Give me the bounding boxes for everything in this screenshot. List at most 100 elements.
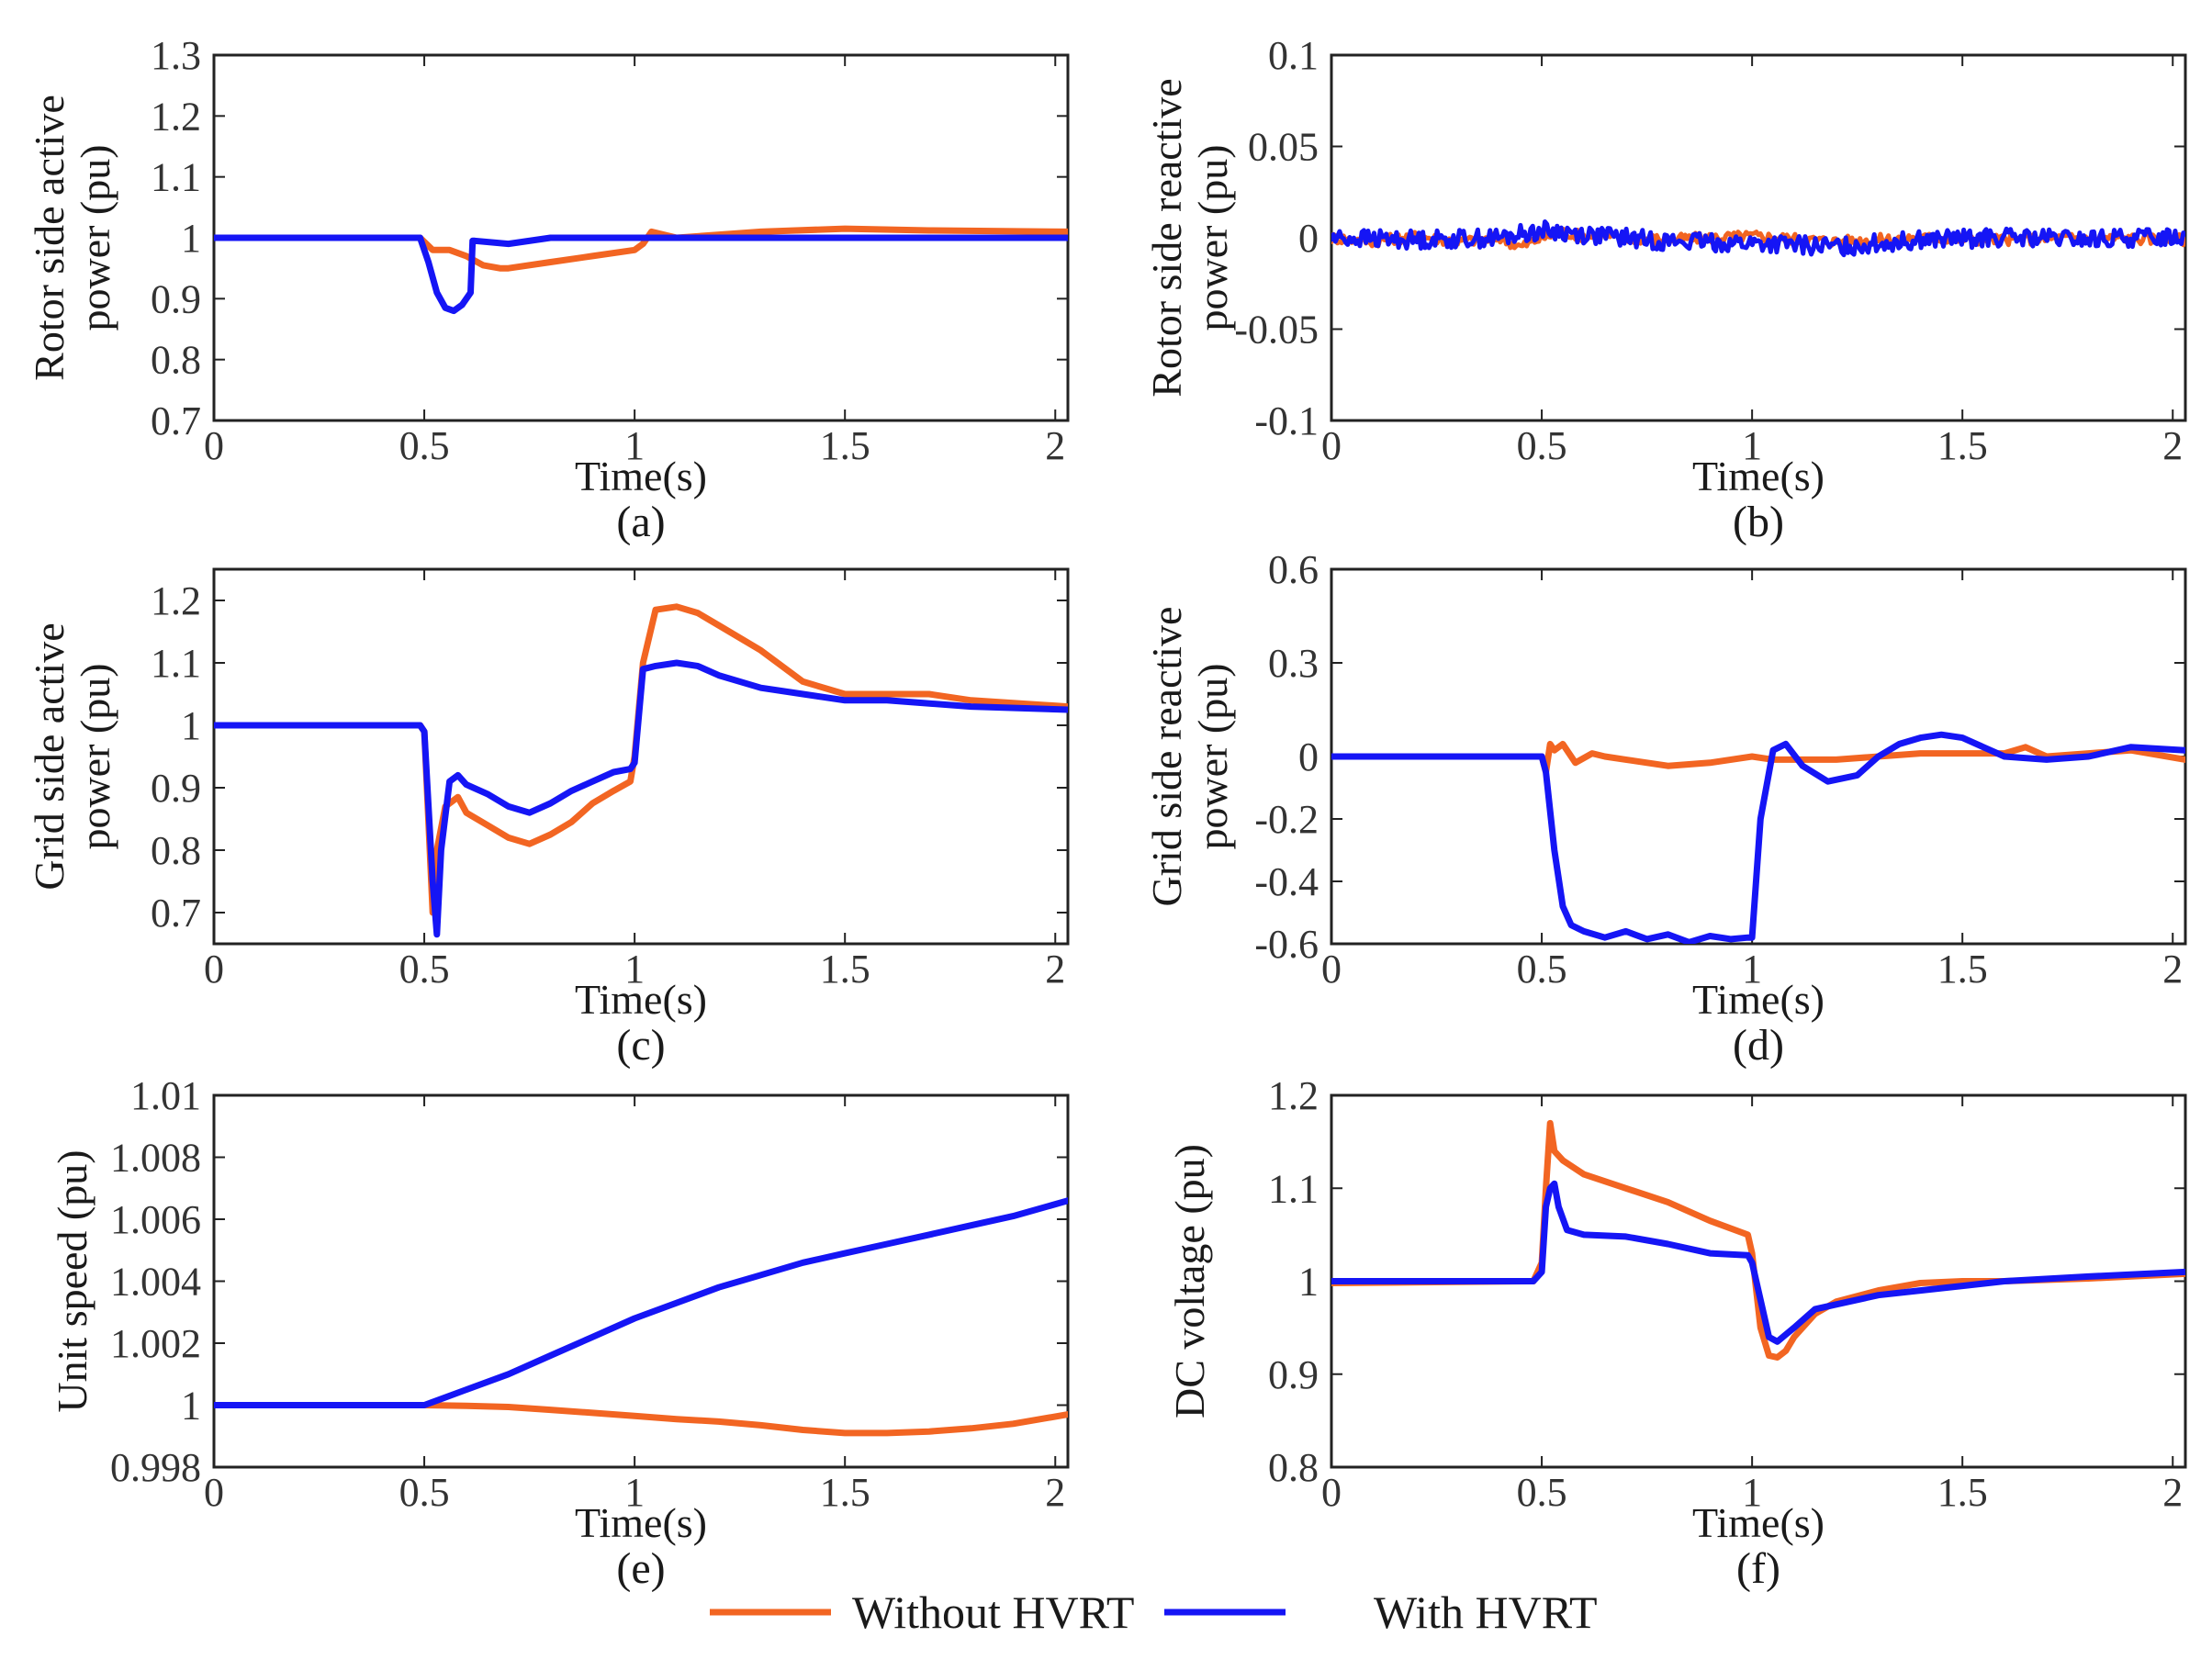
y-tick-label: 0.8 <box>151 338 201 383</box>
y-tick-label: 0.9 <box>151 766 201 811</box>
y-tick-label: -0.05 <box>1234 308 1319 353</box>
y-tick-label: 1.008 <box>110 1136 201 1181</box>
x-tick-label: 1 <box>624 1470 645 1515</box>
x-tick-label: 0.5 <box>1517 423 1567 468</box>
y-tick-label: 1 <box>181 216 201 261</box>
x-tick-label: 1 <box>624 947 645 992</box>
y-axis-label: power (pu) <box>72 144 118 331</box>
y-tick-label: 0.9 <box>1268 1352 1319 1397</box>
panel-a: 0 0.5 1 1.5 2 0.7 0.8 0.9 1 1.1 1.2 1.3 Time(s)(a) Ro… <box>26 33 1070 546</box>
y-tick-label: 1 <box>181 703 201 748</box>
x-tick-label: 0 <box>1321 423 1342 468</box>
y-tick-label: 1.006 <box>110 1197 201 1242</box>
y-tick-label: 1.3 <box>151 33 201 78</box>
y-tick-label: 1.01 <box>130 1073 201 1118</box>
panel-f: 0 0.5 1 1.5 2 0.8 0.9 1 1.1 1.2 Time(s)(f) DC volta… <box>1166 1073 2187 1593</box>
y-axis-label: power (pu) <box>1189 144 1236 331</box>
series-line-without-hvrt <box>214 225 1068 272</box>
y-axis-label: Rotor side active <box>26 95 73 381</box>
series-line-with-hvrt <box>214 1197 1068 1408</box>
x-axis-label: Time(s) <box>575 453 707 499</box>
x-tick-label: 1.5 <box>820 1470 870 1515</box>
panel-caption: (a) <box>616 498 665 546</box>
x-tick-label: 1.5 <box>1937 1470 1988 1515</box>
plot-frame-e <box>212 1093 1070 1469</box>
series-line-without-hvrt <box>1331 1119 2185 1361</box>
y-tick-label: 0.7 <box>151 398 201 443</box>
panel-caption: (c) <box>616 1021 665 1070</box>
x-tick-label: 0 <box>1321 1470 1342 1515</box>
x-tick-label: 2 <box>1045 947 1065 992</box>
y-tick-label: 0.8 <box>1268 1445 1319 1490</box>
y-tick-label: 0 <box>1298 734 1319 779</box>
y-axis-label: power (pu) <box>1189 663 1236 849</box>
y-tick-label: 0.9 <box>151 276 201 321</box>
panel-b: 0 0.5 1 1.5 2 -0.1 -0.05 0 0.05 0.1 Time(s)(b) Roto… <box>1143 33 2187 546</box>
y-tick-label: 1.2 <box>151 578 201 623</box>
x-tick-label: 2 <box>2162 1470 2183 1515</box>
panel-caption: (b) <box>1733 498 1784 546</box>
x-tick-label: 0.5 <box>1517 1470 1567 1515</box>
y-axis-label: power (pu) <box>72 663 118 849</box>
x-tick-label: 1 <box>1742 1470 1762 1515</box>
series-line-without-hvrt <box>1331 740 2185 776</box>
y-tick-label: 0.998 <box>110 1445 201 1490</box>
y-axis-label: Grid side reactive <box>1143 607 1190 907</box>
series-line-with-hvrt <box>1331 1180 2185 1345</box>
x-tick-label: 0.5 <box>399 947 450 992</box>
x-tick-label: 1.5 <box>1937 947 1988 992</box>
y-tick-label: -0.6 <box>1254 922 1319 967</box>
x-tick-label: 0.5 <box>1517 947 1567 992</box>
x-tick-label: 1 <box>1742 423 1762 468</box>
legend: Without HVRT With HVRT <box>710 1586 1598 1638</box>
legend-with-label: With HVRT <box>1374 1586 1598 1638</box>
x-tick-label: 1.5 <box>820 423 870 468</box>
y-axis-label: Rotor side reactive <box>1143 78 1190 397</box>
y-tick-label: 1.1 <box>1268 1166 1319 1211</box>
y-tick-label: 0.7 <box>151 891 201 936</box>
x-axis-label: Time(s) <box>1692 453 1825 499</box>
x-tick-label: 0 <box>204 1470 224 1515</box>
y-tick-label: -0.2 <box>1254 797 1319 842</box>
y-axis-label: DC voltage (pu) <box>1166 1144 1213 1418</box>
plot-frame-c <box>212 567 1070 946</box>
series-line-with-hvrt <box>214 234 1068 315</box>
series-line-without-hvrt <box>214 1402 1068 1437</box>
x-tick-label: 2 <box>1045 1470 1065 1515</box>
y-tick-label: -0.4 <box>1254 859 1319 904</box>
series-line-with-hvrt <box>214 659 1068 938</box>
y-tick-label: 1.2 <box>1268 1073 1319 1118</box>
y-tick-label: 0.3 <box>1268 641 1319 686</box>
x-tick-label: 0.5 <box>399 1470 450 1515</box>
y-tick-label: 1.004 <box>110 1260 201 1305</box>
series-line-with-hvrt <box>1331 731 2185 944</box>
y-tick-label: 0.6 <box>1268 547 1319 592</box>
y-tick-label: 1 <box>181 1384 201 1429</box>
panel-caption: (f) <box>1736 1544 1780 1593</box>
y-tick-label: 0.8 <box>151 828 201 873</box>
y-tick-label: 1.1 <box>151 641 201 686</box>
x-axis-label: Time(s) <box>1692 976 1825 1023</box>
x-tick-label: 0.5 <box>399 423 450 468</box>
x-tick-label: 1 <box>624 423 645 468</box>
x-tick-label: 1.5 <box>820 947 870 992</box>
x-tick-label: 1.5 <box>1937 423 1988 468</box>
y-tick-label: 0.05 <box>1248 125 1319 170</box>
series-line-without-hvrt <box>214 603 1068 916</box>
x-tick-label: 2 <box>2162 423 2183 468</box>
y-tick-label: 1 <box>1298 1260 1319 1305</box>
y-tick-label: 0.1 <box>1268 33 1319 78</box>
x-tick-label: 0 <box>204 947 224 992</box>
x-axis-label: Time(s) <box>1692 1499 1825 1546</box>
panel-e: 0 0.5 1 1.5 2 0.998 1 1.002 1.004 1.006 1.008 1.01 T… <box>49 1073 1070 1593</box>
x-axis-label: Time(s) <box>575 1499 707 1546</box>
x-tick-label: 0 <box>204 423 224 468</box>
y-tick-label: 0 <box>1298 216 1319 261</box>
y-tick-label: 1.2 <box>151 94 201 139</box>
y-tick-label: 1.1 <box>151 155 201 200</box>
series-line-with-hvrt <box>1331 219 2185 258</box>
y-tick-label: -0.1 <box>1254 398 1319 443</box>
x-tick-label: 2 <box>1045 423 1065 468</box>
panel-c: 0 0.5 1 1.5 2 0.7 0.8 0.9 1 1.1 1.2 Time(s)(c) Grid … <box>26 567 1070 1070</box>
